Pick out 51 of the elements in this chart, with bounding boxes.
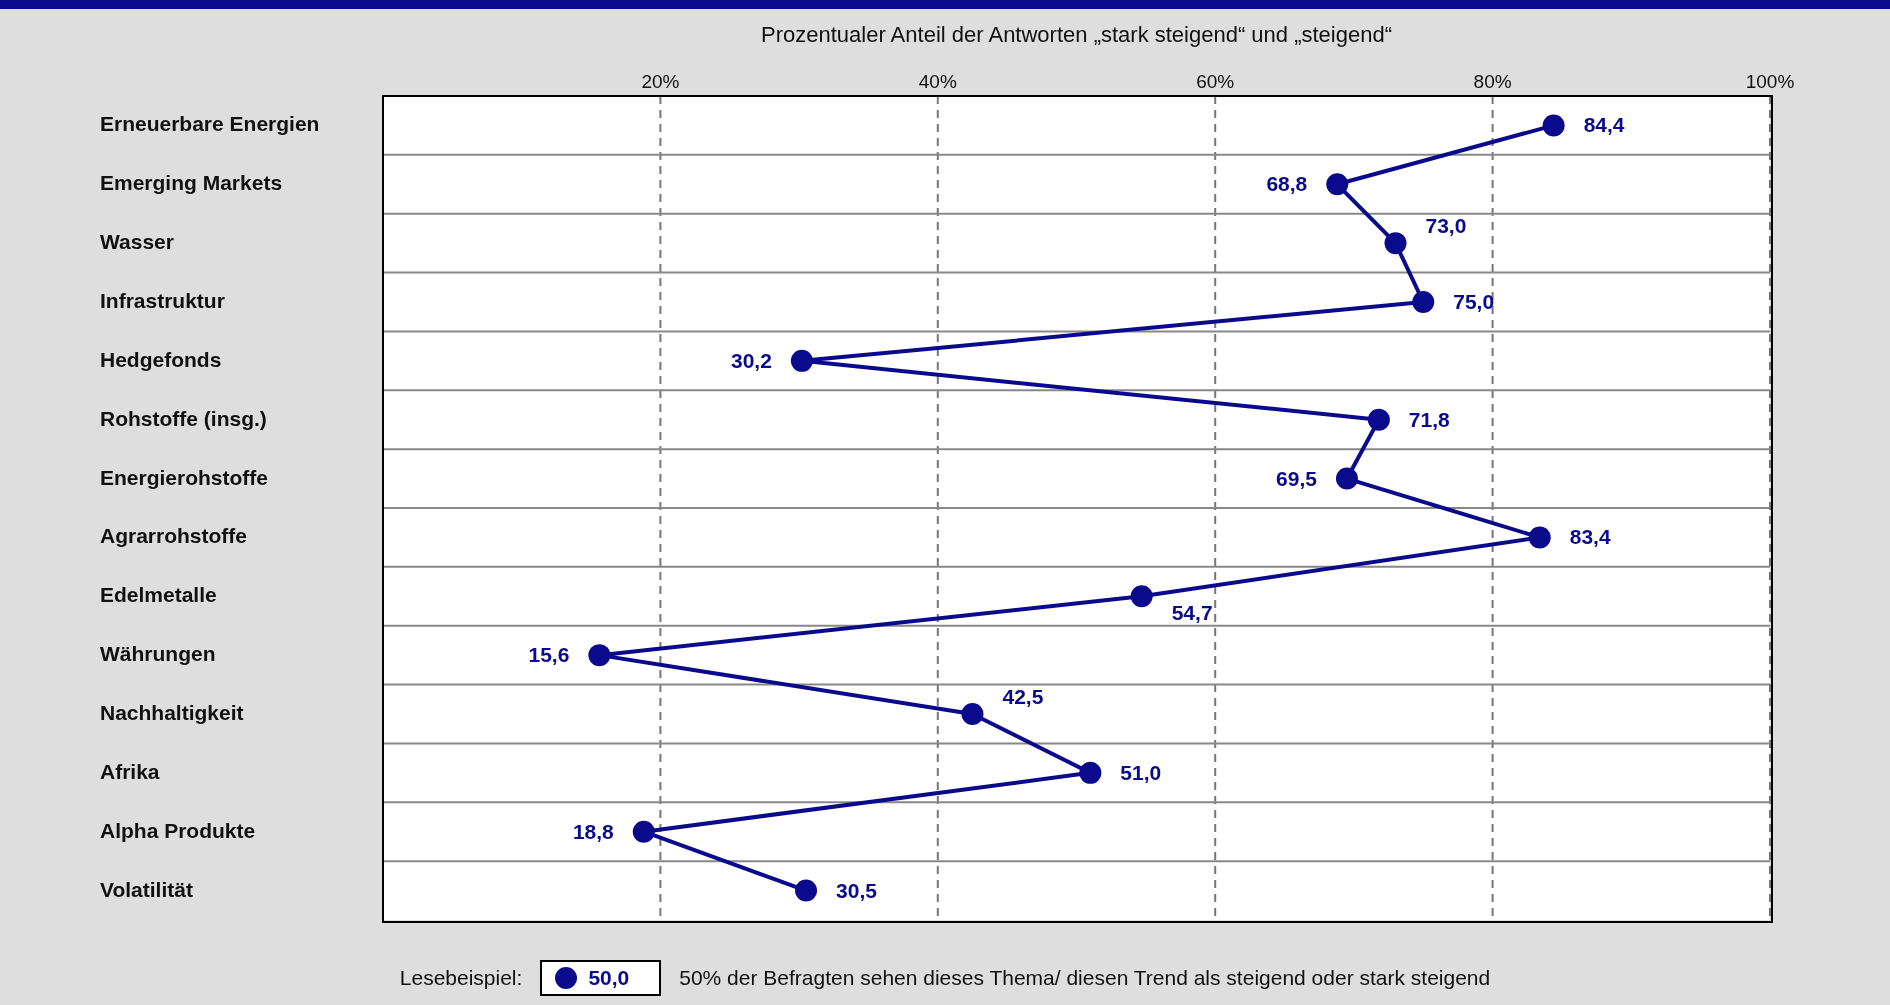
- y-tick-label: Edelmetalle: [100, 583, 217, 607]
- x-axis-title: Prozentualer Anteil der Antworten „stark steigend“ und „steigend“: [760, 22, 1393, 48]
- data-label: 84,4: [1583, 113, 1625, 137]
- y-tick-label: Währungen: [100, 642, 216, 666]
- data-label: 83,4: [1569, 525, 1611, 549]
- text: 50% der Befragten sehen dieses Thema/ diesen Trend als steigend oder stark steigend: [679, 966, 1491, 990]
- point: [1412, 291, 1435, 313]
- text: 50,0: [588, 966, 630, 990]
- data-label: 30,5: [836, 878, 878, 902]
- point: [1079, 761, 1102, 784]
- y-tick-label: Energierohstoffe: [100, 465, 269, 489]
- y-tick-label: Hedgefonds: [100, 347, 222, 371]
- y-tick-label: Agrarrohstoffe: [100, 524, 248, 548]
- x-tick-label: 20%: [641, 71, 680, 92]
- point: [1335, 467, 1358, 490]
- data-label: 69,5: [1276, 466, 1318, 490]
- data-label: 54,7: [1171, 601, 1213, 625]
- x-tick-label: 80%: [1473, 71, 1512, 92]
- point: [1326, 173, 1349, 196]
- data-label: 15,6: [528, 643, 570, 667]
- point: [632, 820, 655, 843]
- point: [795, 879, 818, 902]
- data-label: 30,2: [731, 348, 772, 372]
- data-label: 75,0: [1453, 290, 1495, 313]
- y-tick-label: Alpha Produkte: [100, 818, 256, 842]
- point: [1528, 526, 1551, 549]
- y-tick-label: Emerging Markets: [100, 171, 283, 195]
- y-tick-label: Wasser: [100, 230, 174, 254]
- data-label: 68,8: [1266, 172, 1308, 196]
- text: Lesebeispiel:: [399, 966, 523, 990]
- y-tick-label: Afrika: [100, 759, 160, 783]
- data-label: 18,8: [572, 819, 615, 843]
- x-tick-label: 60%: [1196, 71, 1235, 92]
- point: [1384, 232, 1407, 255]
- data-label: 73,0: [1425, 214, 1467, 238]
- y-tick-label: Nachhaltigkeit: [100, 701, 244, 724]
- point: [588, 644, 611, 667]
- point: [1367, 408, 1390, 431]
- data-label: 42,5: [1002, 685, 1044, 708]
- point: [1542, 114, 1565, 137]
- x-tick-label: 100%: [1745, 71, 1795, 92]
- data-label: 51,0: [1120, 760, 1162, 784]
- data-label: 71,8: [1408, 407, 1451, 431]
- y-tick-label: Volatilität: [100, 877, 193, 901]
- x-tick-label: 40%: [918, 71, 957, 92]
- y-tick-label: Infrastruktur: [100, 289, 225, 312]
- y-tick-label: Rohstoffe (insg.): [100, 406, 267, 430]
- point: [1130, 585, 1153, 608]
- point: [961, 703, 984, 725]
- point: [790, 349, 813, 372]
- y-tick-label: Erneuerbare Energien: [100, 112, 320, 136]
